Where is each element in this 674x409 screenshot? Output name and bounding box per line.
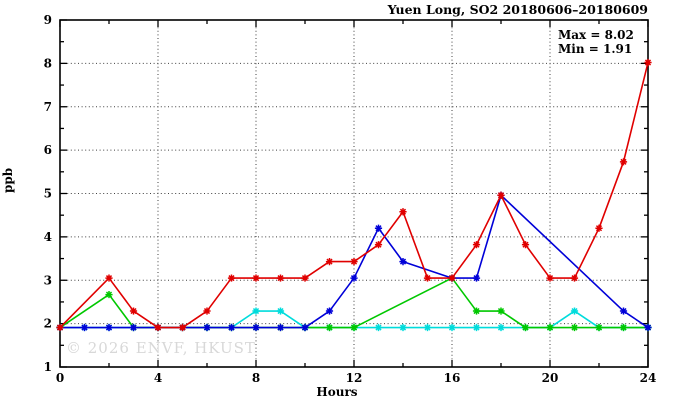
day-series-red-marker <box>423 274 432 282</box>
day-series-blue-marker <box>252 323 260 332</box>
x-tick-label: 8 <box>252 371 260 385</box>
day-series-cyan-marker <box>472 323 481 332</box>
max-min-annotation: Max = 8.02 Min = 1.91 <box>558 28 634 56</box>
day-series-cyan-marker <box>570 307 579 315</box>
day-series-cyan-marker <box>423 323 432 332</box>
day-series-blue-marker <box>374 224 383 232</box>
y-axis-title: ppb <box>1 167 15 193</box>
x-tick-label: 4 <box>154 371 162 385</box>
day-series-red-marker <box>570 274 579 282</box>
day-series-red-marker <box>448 274 456 282</box>
day-series-blue-marker <box>472 274 481 282</box>
y-tick-label: 3 <box>44 273 52 287</box>
day-series-green-marker <box>546 323 554 332</box>
day-series-cyan-marker <box>374 323 383 332</box>
day-series-red-marker <box>129 307 138 315</box>
day-series-blue-marker <box>105 323 113 332</box>
day-series-red-marker <box>521 241 530 249</box>
day-series-cyan-marker <box>399 323 407 332</box>
day-series-green-marker <box>105 290 113 299</box>
day-series-red-marker <box>595 224 603 232</box>
x-tick-label: 16 <box>444 371 461 385</box>
min-value-label: Min = 1.91 <box>558 42 633 56</box>
y-tick-label: 8 <box>44 56 52 70</box>
day-series-red-marker <box>546 274 554 282</box>
y-tick-label: 5 <box>44 187 52 201</box>
day-series-green-marker <box>497 307 505 315</box>
day-series-red-marker <box>619 158 628 166</box>
day-series-green-marker <box>570 323 579 332</box>
day-series-blue-marker <box>325 307 334 315</box>
day-series-red-marker <box>374 241 383 249</box>
day-series-red-marker <box>178 323 187 332</box>
y-tick-label: 2 <box>44 317 52 331</box>
chart-title: Yuen Long, SO2 20180606–20180609 <box>387 2 648 17</box>
day-series-blue-marker <box>203 323 211 332</box>
y-tick-label: 7 <box>44 100 52 114</box>
day-series-red-marker <box>350 257 358 266</box>
day-series-blue-marker <box>350 274 358 282</box>
day-series-red-marker <box>227 274 236 282</box>
day-series-red-marker <box>644 58 652 67</box>
day-series-blue-marker <box>80 323 89 332</box>
x-tick-label: 0 <box>56 371 64 385</box>
day-series-blue-marker <box>276 323 285 332</box>
day-series-blue-marker <box>644 323 652 332</box>
day-series-red-marker <box>154 323 162 332</box>
day-series-red-marker <box>105 274 113 282</box>
day-series-red-marker <box>56 323 64 332</box>
day-series-green-marker <box>619 323 628 332</box>
day-series-blue-marker <box>227 323 236 332</box>
y-tick-label: 1 <box>44 360 52 374</box>
day-series-blue-line <box>60 194 649 329</box>
day-series-green-marker <box>472 307 481 315</box>
day-series-green-marker <box>325 323 334 332</box>
day-series-red-marker <box>203 307 211 315</box>
y-tick-label: 6 <box>44 143 52 157</box>
x-tick-label: 24 <box>640 371 657 385</box>
day-series-blue-marker <box>301 323 309 332</box>
day-series-green-marker <box>521 323 530 332</box>
day-series-red-marker <box>497 191 505 199</box>
day-series-green-marker <box>595 323 603 332</box>
day-series-red-marker <box>301 274 309 282</box>
day-series-red-marker <box>472 241 481 249</box>
day-series-cyan-marker <box>448 323 456 332</box>
day-series-red-marker <box>276 274 285 282</box>
plot-border <box>59 19 649 368</box>
day-series-red-line <box>59 62 649 329</box>
y-tick-label: 9 <box>44 13 52 27</box>
day-series-cyan-marker <box>276 307 285 315</box>
day-series-red-marker <box>252 274 260 282</box>
max-value-label: Max = 8.02 <box>558 28 634 42</box>
day-series-cyan-marker <box>252 307 260 315</box>
day-series-blue-marker <box>399 257 407 266</box>
x-tick-label: 20 <box>542 371 559 385</box>
day-series-red-marker <box>325 257 334 266</box>
day-series-blue-marker <box>619 307 628 315</box>
day-series-blue-marker <box>129 323 138 332</box>
x-axis-title: Hours <box>316 385 358 399</box>
day-series-cyan-marker <box>497 323 505 332</box>
watermark-text: © 2026 ENVF, HKUST <box>66 339 256 357</box>
x-tick-label: 12 <box>346 371 363 385</box>
day-series-red-marker <box>399 208 407 216</box>
y-tick-label: 4 <box>44 230 52 244</box>
day-series-green-marker <box>350 323 358 332</box>
